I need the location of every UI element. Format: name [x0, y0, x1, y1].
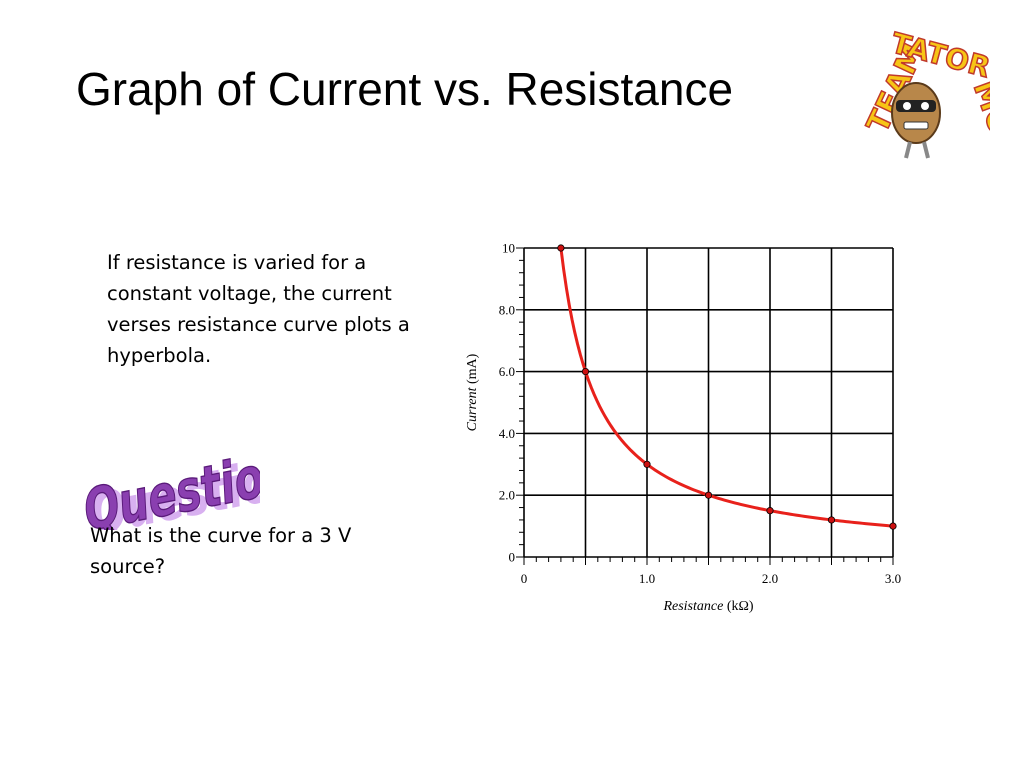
current-vs-resistance-chart: 0 1.0 2.0 3.0 0 2.0 4.0 6.0 8.0 10 Resistance (kΩ)…	[455, 235, 925, 625]
team-mops-logo: TEAM TATOR MOPS	[840, 25, 1024, 181]
x-tick-label: 3.0	[885, 571, 901, 586]
data-point	[889, 522, 897, 530]
y-tick-label: 8.0	[499, 302, 515, 317]
data-point	[766, 507, 774, 515]
question-wordart: Question: Question:	[70, 433, 318, 549]
logo-text-right: MOPS	[966, 76, 990, 178]
data-point	[643, 460, 651, 468]
logo-badge: TEAM TATOR MOPS	[860, 25, 1024, 181]
data-point	[581, 368, 590, 376]
potato-mascot-icon	[891, 82, 941, 144]
x-tick-label: 2.0	[762, 571, 778, 586]
x-axis-label: Resistance (kΩ)	[662, 599, 753, 614]
x-tick-label: 0	[521, 571, 528, 586]
y-tick-label: 10	[502, 241, 515, 256]
y-tick-label: 6.0	[499, 364, 515, 379]
chart-svg: 0 1.0 2.0 3.0 0 2.0 4.0 6.0 8.0 10 Resistance (kΩ)…	[465, 241, 901, 615]
data-point	[557, 244, 565, 252]
data-point	[827, 516, 836, 524]
question-text: What is the curve for a 3 V source?	[90, 524, 352, 578]
y-tick-label: 4.0	[499, 426, 515, 441]
body-text: If resistance is varied for a constant v…	[107, 251, 410, 367]
data-point	[704, 491, 713, 499]
y-axis-label: Current (mA)	[465, 353, 480, 431]
y-tick-label: 0	[509, 550, 516, 565]
y-tick-label: 2.0	[499, 488, 515, 503]
x-tick-label: 1.0	[639, 571, 655, 586]
series-line	[559, 247, 894, 528]
mask-icon	[896, 100, 936, 112]
page-title: Graph of Current vs. Resistance	[76, 63, 734, 115]
